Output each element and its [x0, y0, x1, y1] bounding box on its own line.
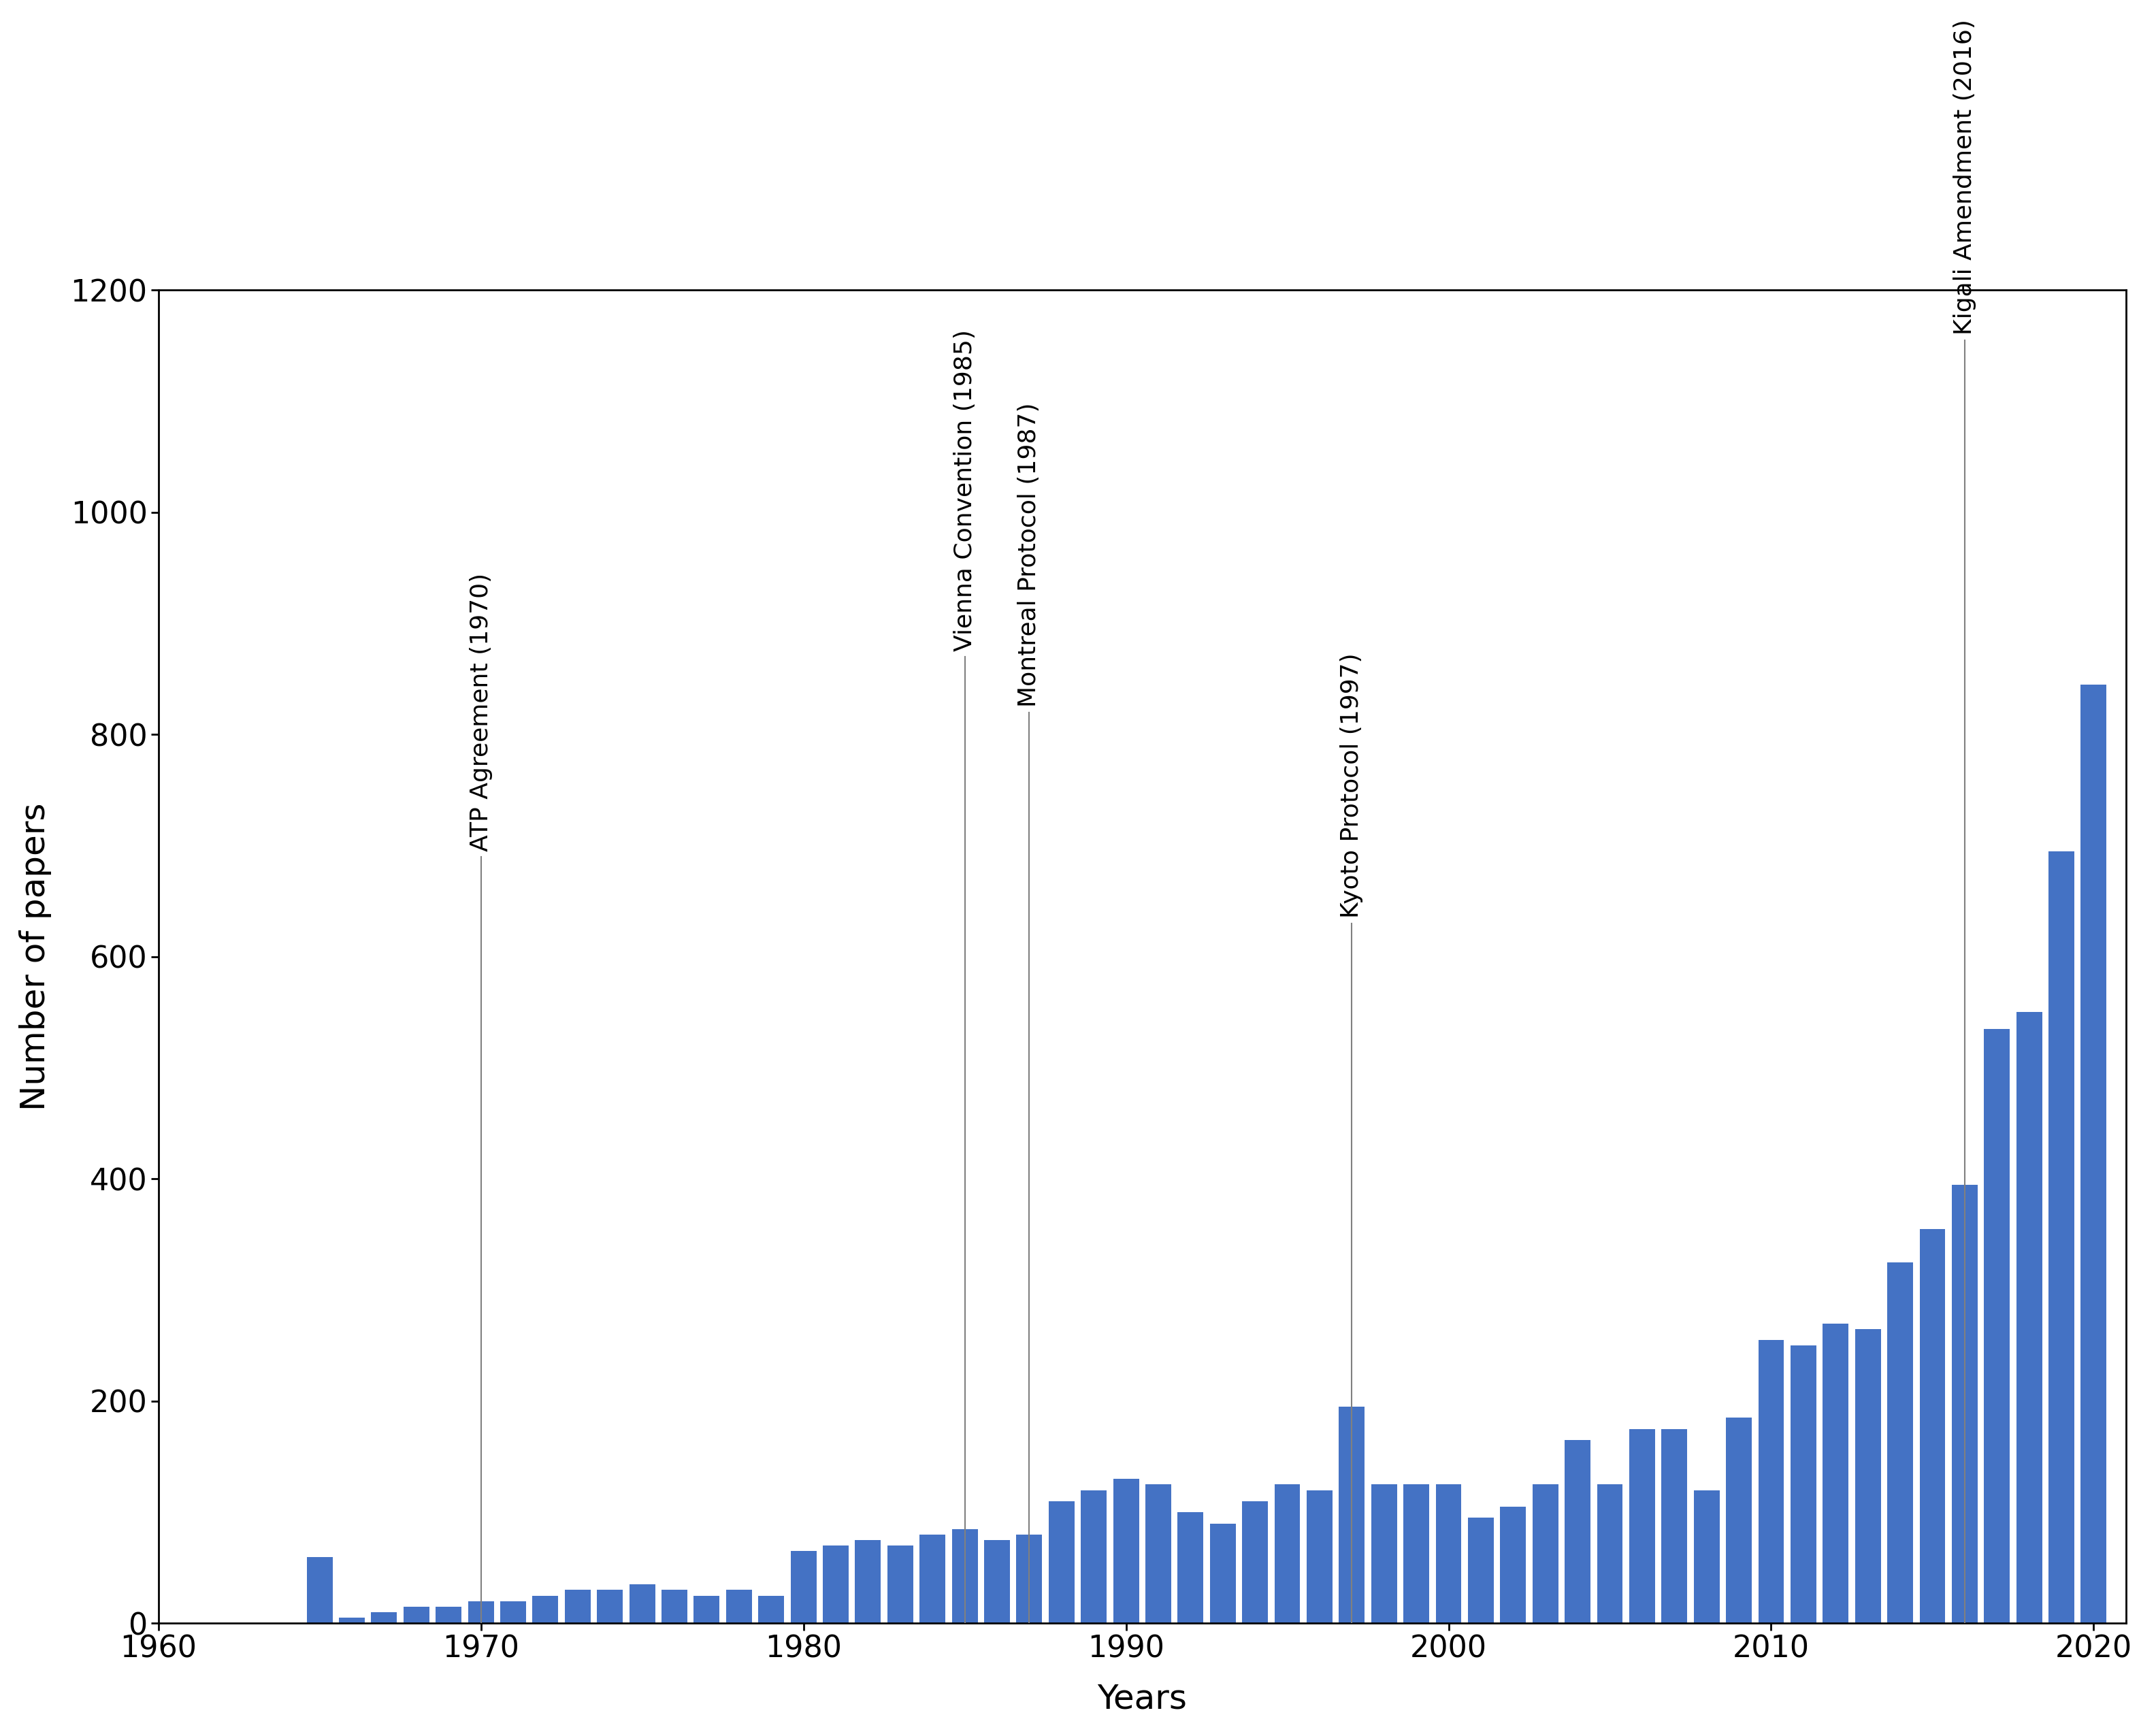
Bar — [694, 1595, 720, 1623]
Bar — [1789, 1346, 1815, 1623]
Bar — [983, 1540, 1009, 1623]
Bar — [533, 1595, 558, 1623]
Bar — [500, 1600, 526, 1623]
Bar — [1436, 1484, 1462, 1623]
X-axis label: Years: Years — [1097, 1682, 1188, 1715]
Bar — [1854, 1328, 1880, 1623]
Bar — [1533, 1484, 1559, 1623]
Bar — [1274, 1484, 1300, 1623]
Bar — [856, 1540, 882, 1623]
Bar — [1565, 1439, 1591, 1623]
Bar — [1886, 1262, 1912, 1623]
Bar — [2081, 685, 2106, 1623]
Bar — [727, 1590, 752, 1623]
Bar — [791, 1552, 817, 1623]
Bar — [1112, 1479, 1138, 1623]
Bar — [1145, 1484, 1171, 1623]
Bar — [1468, 1517, 1494, 1623]
Bar — [1339, 1406, 1365, 1623]
Bar — [306, 1557, 332, 1623]
Bar — [1919, 1229, 1945, 1623]
Bar — [597, 1590, 623, 1623]
Bar — [2048, 851, 2074, 1623]
Bar — [2016, 1013, 2042, 1623]
Text: Vienna Convention (1985): Vienna Convention (1985) — [953, 329, 977, 652]
Bar — [468, 1600, 494, 1623]
Bar — [888, 1545, 914, 1623]
Bar — [951, 1529, 977, 1623]
Bar — [630, 1585, 655, 1623]
Bar — [1242, 1502, 1268, 1623]
Bar — [921, 1535, 944, 1623]
Bar — [1371, 1484, 1397, 1623]
Bar — [1307, 1490, 1332, 1623]
Bar — [1080, 1490, 1106, 1623]
Bar — [1501, 1507, 1526, 1623]
Bar — [1822, 1323, 1848, 1623]
Bar — [662, 1590, 688, 1623]
Text: Kyoto Protocol (1997): Kyoto Protocol (1997) — [1341, 652, 1363, 917]
Bar — [824, 1545, 849, 1623]
Bar — [338, 1618, 364, 1623]
Bar — [1210, 1524, 1235, 1623]
Y-axis label: Number of papers: Number of papers — [19, 803, 52, 1111]
Bar — [1404, 1484, 1429, 1623]
Bar — [759, 1595, 785, 1623]
Bar — [1630, 1429, 1656, 1623]
Bar — [1951, 1184, 1977, 1623]
Bar — [1662, 1429, 1688, 1623]
Text: Kigali Amendment (2016): Kigali Amendment (2016) — [1953, 19, 1977, 335]
Bar — [1177, 1512, 1203, 1623]
Bar — [371, 1613, 397, 1623]
Bar — [1695, 1490, 1720, 1623]
Bar — [403, 1607, 429, 1623]
Bar — [1048, 1502, 1074, 1623]
Text: Montreal Protocol (1987): Montreal Protocol (1987) — [1018, 402, 1041, 707]
Bar — [1727, 1418, 1753, 1623]
Bar — [1598, 1484, 1623, 1623]
Text: ATP Agreement (1970): ATP Agreement (1970) — [470, 572, 492, 851]
Bar — [565, 1590, 591, 1623]
Bar — [1015, 1535, 1041, 1623]
Bar — [1984, 1028, 2009, 1623]
Bar — [436, 1607, 461, 1623]
Bar — [1759, 1340, 1783, 1623]
